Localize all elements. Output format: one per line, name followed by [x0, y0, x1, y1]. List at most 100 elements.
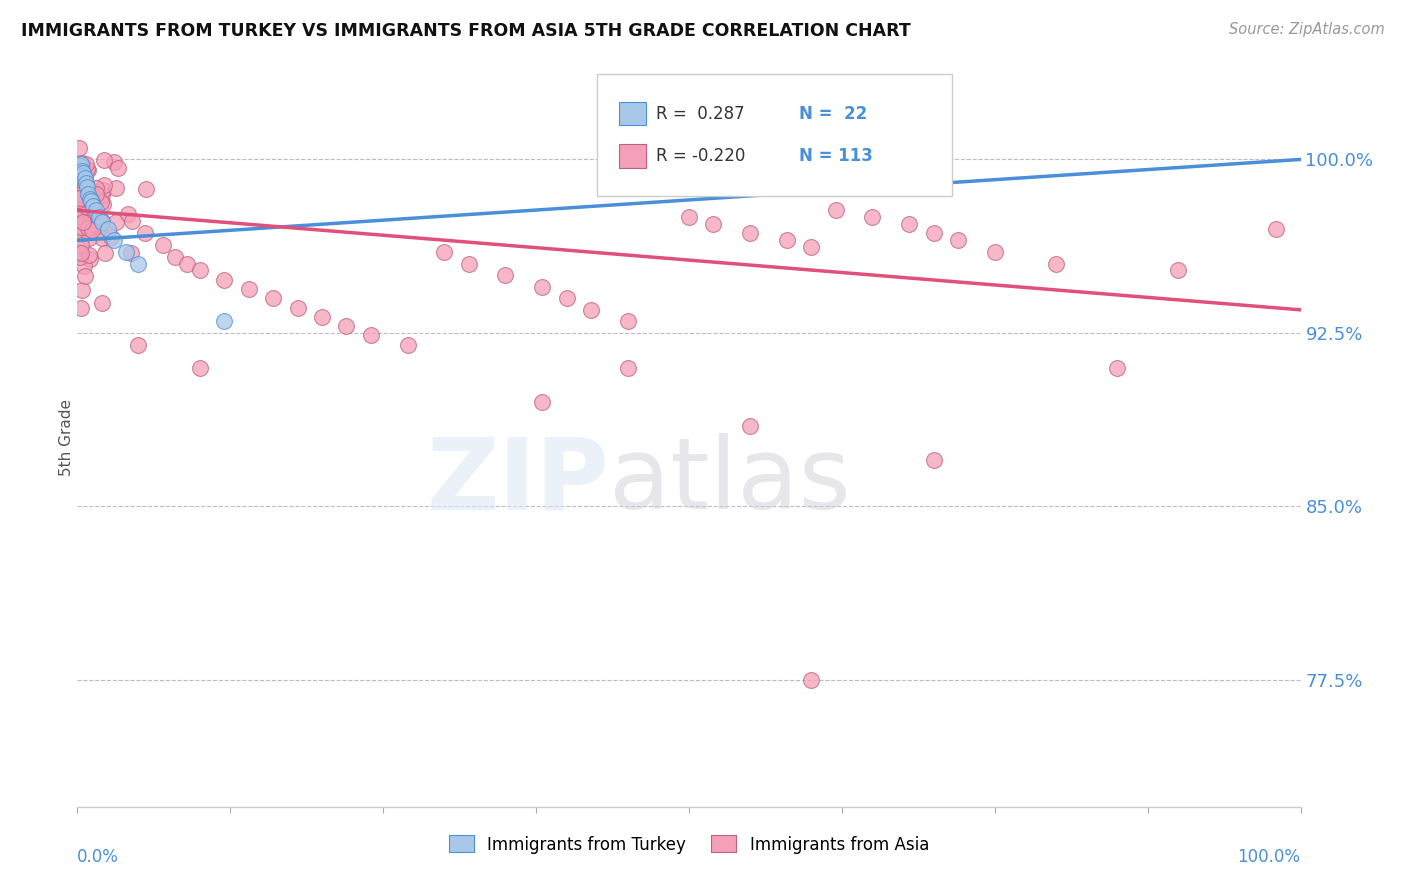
Point: [555, 291, 578, 305]
Point: [93, 153, 115, 168]
Point: [70, 164, 93, 178]
Point: [70, 166, 93, 180]
Point: [84, 203, 107, 218]
Point: [79, 192, 101, 206]
Point: [922, 453, 945, 467]
Text: IMMIGRANTS FROM TURKEY VS IMMIGRANTS FROM ASIA 5TH GRADE CORRELATION CHART: IMMIGRANTS FROM TURKEY VS IMMIGRANTS FRO…: [21, 22, 911, 40]
Point: [188, 263, 211, 277]
Legend: Immigrants from Turkey, Immigrants from Asia: Immigrants from Turkey, Immigrants from …: [440, 827, 938, 862]
Point: [77, 187, 100, 202]
Point: [457, 256, 479, 270]
Point: [72, 186, 94, 201]
Point: [67, 221, 90, 235]
FancyBboxPatch shape: [619, 144, 647, 168]
Point: [75, 157, 97, 171]
Point: [70, 169, 93, 183]
Point: [1167, 263, 1189, 277]
Point: [76, 180, 98, 194]
Point: [77, 182, 100, 196]
Point: [72, 215, 94, 229]
Point: [898, 176, 921, 190]
Point: [87, 223, 110, 237]
Point: [67, 191, 90, 205]
Point: [107, 161, 129, 176]
Point: [103, 234, 125, 248]
Point: [67, 141, 90, 155]
Point: [100, 230, 122, 244]
FancyBboxPatch shape: [598, 74, 952, 196]
Point: [946, 234, 969, 248]
Point: [72, 175, 94, 189]
Point: [105, 215, 128, 229]
Point: [69, 237, 91, 252]
FancyBboxPatch shape: [619, 102, 647, 126]
Text: 100.0%: 100.0%: [1237, 848, 1301, 866]
Point: [335, 318, 357, 333]
Point: [69, 250, 91, 264]
Point: [91, 197, 114, 211]
Point: [360, 328, 382, 343]
Point: [311, 310, 333, 324]
Point: [898, 217, 921, 231]
Point: [1045, 256, 1067, 270]
Point: [212, 273, 235, 287]
Point: [1107, 360, 1129, 375]
Point: [82, 194, 104, 208]
Point: [70, 301, 93, 315]
Point: [776, 234, 799, 248]
Point: [127, 256, 149, 270]
Point: [165, 250, 187, 264]
Point: [84, 181, 107, 195]
Point: [238, 282, 260, 296]
Y-axis label: 5th Grade: 5th Grade: [59, 399, 73, 475]
Point: [617, 360, 640, 375]
Point: [91, 188, 114, 202]
Point: [396, 337, 419, 351]
Point: [127, 337, 149, 351]
Point: [862, 211, 884, 225]
Point: [76, 214, 98, 228]
Point: [72, 283, 94, 297]
Point: [67, 202, 90, 217]
Point: [70, 159, 93, 173]
Point: [67, 203, 90, 218]
Point: [617, 314, 640, 328]
Point: [69, 178, 91, 192]
Point: [79, 252, 101, 266]
Point: [134, 227, 156, 241]
Point: [1265, 222, 1288, 236]
Point: [77, 220, 100, 235]
Point: [103, 155, 125, 169]
Point: [120, 246, 142, 260]
Point: [824, 164, 846, 178]
Point: [117, 207, 139, 221]
Point: [90, 296, 112, 310]
Point: [91, 231, 114, 245]
Point: [495, 268, 517, 282]
Point: [97, 222, 120, 236]
Point: [69, 191, 91, 205]
Point: [579, 302, 602, 317]
Point: [91, 183, 114, 197]
Point: [76, 189, 98, 203]
Point: [75, 176, 97, 190]
Text: ZIP: ZIP: [426, 433, 609, 530]
Point: [702, 217, 724, 231]
Point: [678, 211, 700, 225]
Point: [77, 163, 100, 178]
Point: [121, 214, 143, 228]
Point: [69, 219, 91, 234]
Point: [67, 193, 90, 207]
Point: [135, 182, 157, 196]
Point: [67, 209, 90, 223]
Point: [72, 166, 94, 180]
Point: [82, 186, 104, 200]
Point: [77, 248, 100, 262]
Point: [75, 268, 97, 283]
Point: [73, 182, 96, 196]
Point: [69, 246, 91, 260]
Point: [75, 179, 97, 194]
Point: [69, 160, 91, 174]
Point: [82, 197, 104, 211]
Point: [152, 238, 174, 252]
